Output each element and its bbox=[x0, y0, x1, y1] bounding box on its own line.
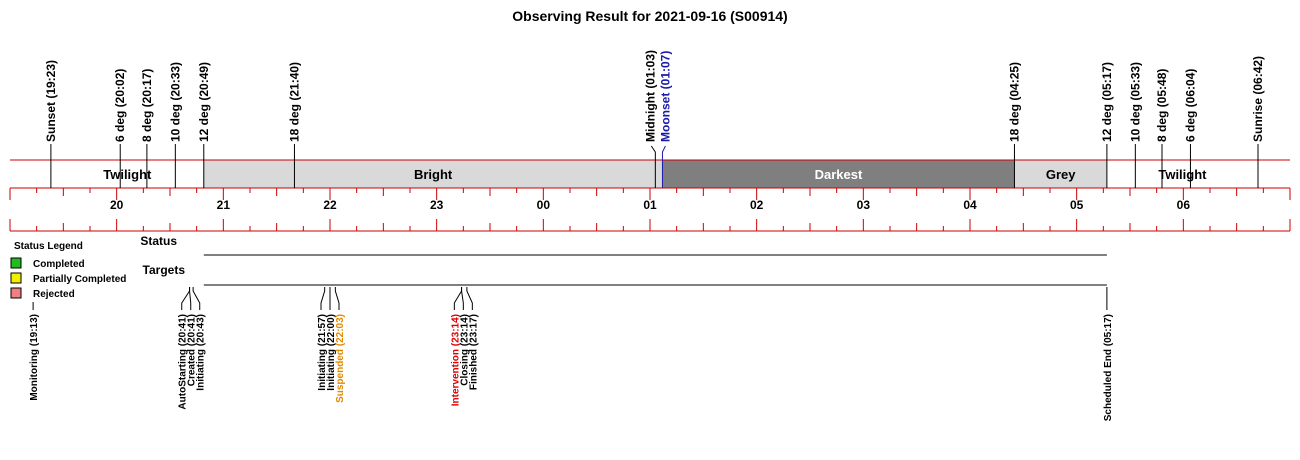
axis-tick-label: 22 bbox=[323, 198, 337, 212]
legend-title: Status Legend bbox=[14, 241, 83, 252]
status-event-label: Suspended (22:03) bbox=[335, 314, 346, 403]
sky-event-label: Sunrise (06:42) bbox=[1251, 56, 1265, 142]
time-axis: 20 21 22 23 00 01 02 03 04 05 06 bbox=[9, 159, 1291, 232]
status-event-label: Closing (23:14) bbox=[459, 314, 470, 386]
sky-event-label: 6 deg (06:04) bbox=[1183, 69, 1197, 142]
sky-band-label: Grey bbox=[1046, 167, 1076, 182]
sky-band-1 bbox=[203, 160, 663, 188]
sky-band-label: Twilight bbox=[103, 167, 152, 182]
axis-tick-label: 04 bbox=[963, 198, 977, 212]
status-target-rows: Status Targets bbox=[140, 234, 1107, 286]
status-event-leader bbox=[320, 287, 326, 310]
status-event-leader bbox=[453, 287, 463, 310]
legend-label: Completed bbox=[33, 259, 85, 270]
status-event-label: Initiating (21:57) bbox=[317, 314, 328, 391]
status-event-label: Monitoring (19:13) bbox=[29, 314, 40, 401]
row-label-targets: Targets bbox=[143, 263, 186, 277]
axis-tick-label: 02 bbox=[750, 198, 764, 212]
status-event-leader bbox=[466, 287, 473, 310]
status-event-label: AutoStarting (20:41) bbox=[178, 314, 189, 410]
sky-band-label: Bright bbox=[414, 167, 453, 182]
sky-band-layer: Twilight Bright Darkest Grey Twilight bbox=[50, 160, 1258, 188]
sky-event-label: 8 deg (05:48) bbox=[1155, 69, 1169, 142]
status-event-leader bbox=[192, 287, 201, 310]
sky-event-label: 8 deg (20:17) bbox=[140, 69, 154, 142]
status-event-leader bbox=[189, 287, 192, 310]
status-event-leader bbox=[461, 287, 464, 310]
axis-tick-label: 06 bbox=[1177, 198, 1191, 212]
sky-band-0 bbox=[50, 160, 204, 188]
legend-swatch bbox=[10, 257, 22, 269]
sky-event-label: 18 deg (04:25) bbox=[1007, 62, 1021, 142]
axis-tick-label: 03 bbox=[857, 198, 871, 212]
status-event-leader bbox=[334, 287, 340, 310]
axis-tick-label: 00 bbox=[537, 198, 551, 212]
sky-event-label: Moonset (01:07) bbox=[658, 51, 672, 142]
sky-event-layer: Sunset (19:23) 6 deg (20:02) 8 deg (20:17)… bbox=[44, 50, 1265, 188]
status-event-label: Created (20:41) bbox=[187, 314, 198, 386]
sky-band-4 bbox=[1106, 160, 1258, 188]
legend-label: Partially Completed bbox=[33, 274, 126, 285]
status-legend: Status Legend Completed Partially Complete… bbox=[10, 241, 126, 300]
sky-event-label: 12 deg (05:17) bbox=[1100, 62, 1114, 142]
chart-title: Observing Result for 2021-09-16 (S00914) bbox=[512, 8, 787, 24]
row-label-status: Status bbox=[140, 234, 177, 248]
axis-tick-label: 23 bbox=[430, 198, 444, 212]
sky-event-label: Midnight (01:03) bbox=[643, 50, 657, 142]
status-event-label: Scheduled End (05:17) bbox=[1103, 314, 1114, 421]
sky-event-label: 18 deg (21:40) bbox=[287, 62, 301, 142]
axis-tick-label: 01 bbox=[643, 198, 657, 212]
status-event-label: Initiating (22:00) bbox=[326, 314, 337, 391]
sky-event-marker bbox=[650, 145, 656, 188]
sky-event-marker bbox=[661, 145, 666, 188]
legend-label: Rejected bbox=[33, 289, 75, 300]
status-event-label: Finished (23:17) bbox=[468, 314, 479, 390]
sky-band-label: Darkest bbox=[815, 167, 863, 182]
legend-swatch bbox=[10, 272, 22, 284]
sky-event-label: 10 deg (05:33) bbox=[1128, 62, 1142, 142]
axis-tick-label: 20 bbox=[110, 198, 124, 212]
status-event-leader bbox=[181, 287, 191, 310]
sky-event-label: Sunset (19:23) bbox=[44, 60, 58, 142]
sky-event-label: 6 deg (20:02) bbox=[113, 69, 127, 142]
sky-band-3 bbox=[1014, 160, 1107, 188]
sky-band-2 bbox=[662, 160, 1015, 188]
legend-swatch bbox=[10, 287, 22, 299]
status-event-label: Intervention (23:14) bbox=[450, 314, 461, 406]
sky-event-label: 10 deg (20:33) bbox=[168, 62, 182, 142]
status-event-layer: Monitoring (19:13) AutoStarting (20:41)Cr… bbox=[29, 287, 1114, 421]
status-event-label: Initiating (20:43) bbox=[196, 314, 207, 391]
axis-tick-label: 21 bbox=[217, 198, 231, 212]
axis-tick-label: 05 bbox=[1070, 198, 1084, 212]
sky-band-label: Twilight bbox=[1158, 167, 1207, 182]
sky-event-label: 12 deg (20:49) bbox=[197, 62, 211, 142]
